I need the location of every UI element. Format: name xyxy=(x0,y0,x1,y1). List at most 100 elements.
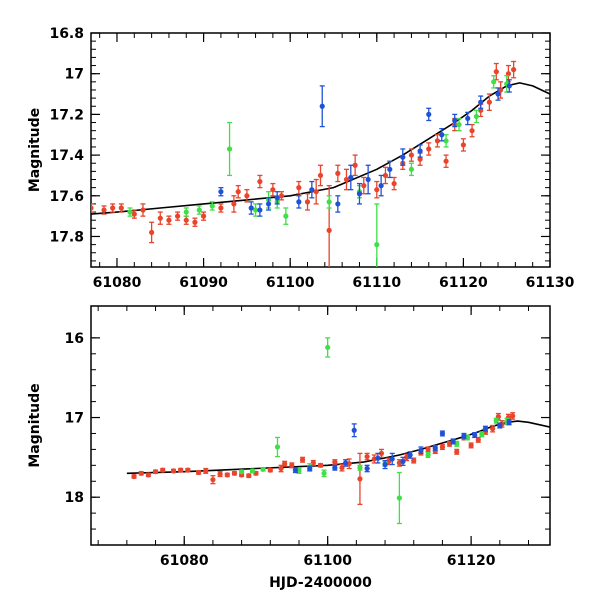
data-point-blue xyxy=(343,459,349,467)
data-point-red xyxy=(91,203,94,213)
data-point-red xyxy=(391,176,397,191)
data-point-red xyxy=(145,472,151,478)
data-point-red xyxy=(374,180,380,199)
data-point-blue xyxy=(472,432,478,439)
data-marker xyxy=(289,462,295,468)
data-point-blue xyxy=(400,456,406,466)
data-marker xyxy=(382,461,388,468)
data-marker xyxy=(319,103,325,109)
data-marker xyxy=(490,426,496,432)
data-marker xyxy=(396,495,402,501)
x-tick-label: 61130 xyxy=(526,275,575,291)
data-point-blue xyxy=(465,111,471,126)
panel-2: 61080 61100 61120 16 17 18 Magnitude HJD-240000… xyxy=(27,305,551,591)
data-marker xyxy=(335,201,341,207)
data-marker xyxy=(292,467,298,473)
data-marker xyxy=(231,470,238,476)
series-green xyxy=(127,75,510,267)
data-point-blue xyxy=(296,195,302,209)
data-marker xyxy=(473,113,479,120)
data-marker xyxy=(348,174,354,181)
data-point-red xyxy=(282,460,288,467)
series-red xyxy=(131,412,516,506)
data-marker xyxy=(210,477,216,483)
data-point-red xyxy=(267,467,273,473)
data-marker xyxy=(307,465,313,472)
data-marker xyxy=(166,217,172,223)
data-point-red xyxy=(218,203,224,213)
data-marker xyxy=(361,183,367,189)
data-point-green xyxy=(491,75,497,89)
data-point-red xyxy=(235,184,241,199)
data-marker xyxy=(296,199,302,205)
data-marker xyxy=(145,472,151,478)
data-marker xyxy=(378,450,385,456)
data-marker xyxy=(400,458,406,464)
data-point-blue xyxy=(495,87,501,101)
data-marker xyxy=(426,146,432,152)
data-point-red xyxy=(468,442,474,449)
data-marker xyxy=(460,142,466,148)
data-marker xyxy=(408,152,415,158)
data-marker xyxy=(352,162,358,168)
data-marker xyxy=(511,67,517,73)
data-marker xyxy=(443,158,449,164)
data-marker xyxy=(160,467,166,473)
data-point-green xyxy=(252,203,259,217)
data-point-red xyxy=(175,211,181,221)
data-marker xyxy=(426,111,432,117)
data-marker xyxy=(304,199,311,205)
data-marker xyxy=(152,469,159,475)
data-point-red xyxy=(246,473,252,479)
data-marker xyxy=(224,472,230,478)
x-tick-label: 61100 xyxy=(303,553,352,569)
data-point-red xyxy=(101,205,107,215)
data-point-blue xyxy=(319,85,325,128)
y-tick-label: 17 xyxy=(65,67,84,83)
data-point-red xyxy=(443,154,449,168)
data-marker xyxy=(157,215,163,221)
data-point-red xyxy=(299,456,306,463)
data-marker xyxy=(274,444,281,450)
data-point-red xyxy=(332,459,338,466)
y-tick-label: 17.2 xyxy=(49,107,84,123)
data-point-red xyxy=(138,470,144,476)
data-point-green xyxy=(183,207,189,217)
data-point-green xyxy=(396,471,402,525)
data-marker xyxy=(178,467,184,473)
data-point-red xyxy=(178,467,184,473)
data-marker xyxy=(493,418,499,424)
data-point-blue xyxy=(309,180,315,199)
data-point-blue xyxy=(461,432,467,439)
data-marker xyxy=(325,344,331,351)
data-point-green xyxy=(325,337,331,358)
data-marker xyxy=(283,213,289,219)
data-marker xyxy=(432,445,438,451)
series-blue xyxy=(218,79,512,217)
x-axis-label: HJD-2400000 xyxy=(269,575,372,591)
data-marker xyxy=(110,205,116,211)
data-marker xyxy=(417,156,423,162)
data-point-blue xyxy=(452,113,458,128)
data-point-red xyxy=(382,166,389,185)
data-marker xyxy=(475,437,481,443)
data-marker xyxy=(209,203,215,209)
data-point-blue xyxy=(378,174,384,197)
data-point-red xyxy=(289,462,295,469)
data-point-red xyxy=(317,462,324,468)
data-marker xyxy=(425,446,431,452)
data-point-red xyxy=(357,452,363,506)
data-point-red xyxy=(192,217,198,227)
data-marker xyxy=(389,456,395,462)
data-point-green xyxy=(196,205,202,215)
data-marker xyxy=(118,205,124,211)
data-marker xyxy=(506,83,512,89)
data-marker xyxy=(387,166,393,172)
data-point-red xyxy=(346,458,352,470)
data-point-red xyxy=(278,191,285,201)
data-point-red xyxy=(426,142,432,156)
data-point-red xyxy=(364,452,370,461)
data-marker xyxy=(452,117,458,124)
data-point-red xyxy=(317,164,324,187)
data-marker xyxy=(434,138,441,144)
